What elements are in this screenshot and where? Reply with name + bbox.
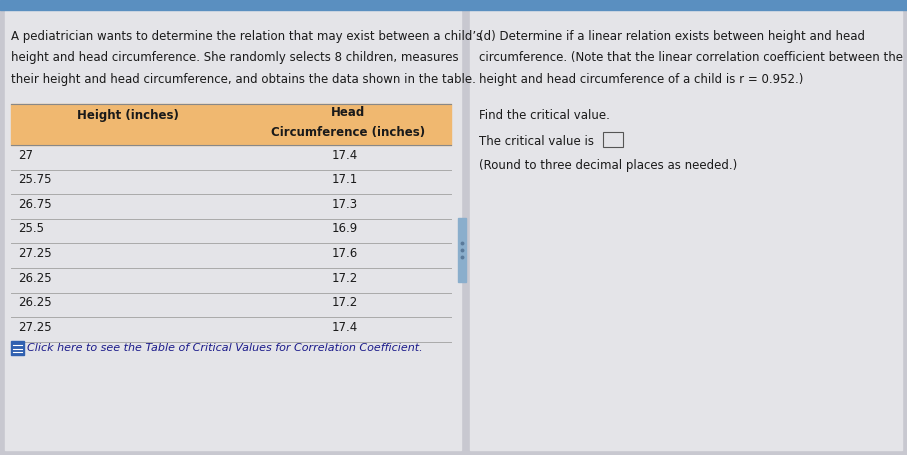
Text: 17.2: 17.2 [331,296,357,309]
Text: 27: 27 [18,149,34,162]
Text: Circumference (inches): Circumference (inches) [271,126,424,139]
Text: Click here to see the Table of Critical Values for Correlation Coefficient.: Click here to see the Table of Critical … [27,343,423,353]
Bar [11,341,24,355]
Text: 16.9: 16.9 [331,222,357,236]
Text: 17.4: 17.4 [331,321,357,334]
Text: Find the critical value.: Find the critical value. [479,109,610,122]
Text: 17.4: 17.4 [331,149,357,162]
Text: 26.25: 26.25 [18,296,52,309]
Bar [470,11,902,450]
Bar [603,132,623,147]
Text: height and head circumference. She randomly selects 8 children, measures: height and head circumference. She rando… [11,51,459,65]
Bar [458,218,466,282]
Text: 17.2: 17.2 [331,272,357,285]
Text: 27.25: 27.25 [18,321,52,334]
Text: The critical value is: The critical value is [479,135,594,148]
Bar [5,11,461,450]
Text: 25.75: 25.75 [18,173,52,187]
Text: (d) Determine if a linear relation exists between height and head: (d) Determine if a linear relation exist… [479,30,865,43]
Text: A pediatrician wants to determine the relation that may exist between a child’s: A pediatrician wants to determine the re… [11,30,483,43]
Text: 17.1: 17.1 [331,173,357,187]
Text: 27.25: 27.25 [18,247,52,260]
Text: 26.75: 26.75 [18,198,52,211]
Text: 17.3: 17.3 [331,198,357,211]
Text: 17.6: 17.6 [331,247,357,260]
Text: their height and head circumference, and obtains the data shown in the table.: their height and head circumference, and… [11,73,476,86]
Text: circumference. (Note that the linear correlation coefficient between the: circumference. (Note that the linear cor… [479,51,902,65]
Text: Head: Head [331,106,365,120]
Text: Height (inches): Height (inches) [77,109,179,122]
Bar [0,0,907,10]
Text: 26.25: 26.25 [18,272,52,285]
Text: height and head circumference of a child is r = 0.952.): height and head circumference of a child… [479,73,804,86]
Text: (Round to three decimal places as needed.): (Round to three decimal places as needed… [479,159,737,172]
Bar [11,104,451,145]
Text: 25.5: 25.5 [18,222,44,236]
